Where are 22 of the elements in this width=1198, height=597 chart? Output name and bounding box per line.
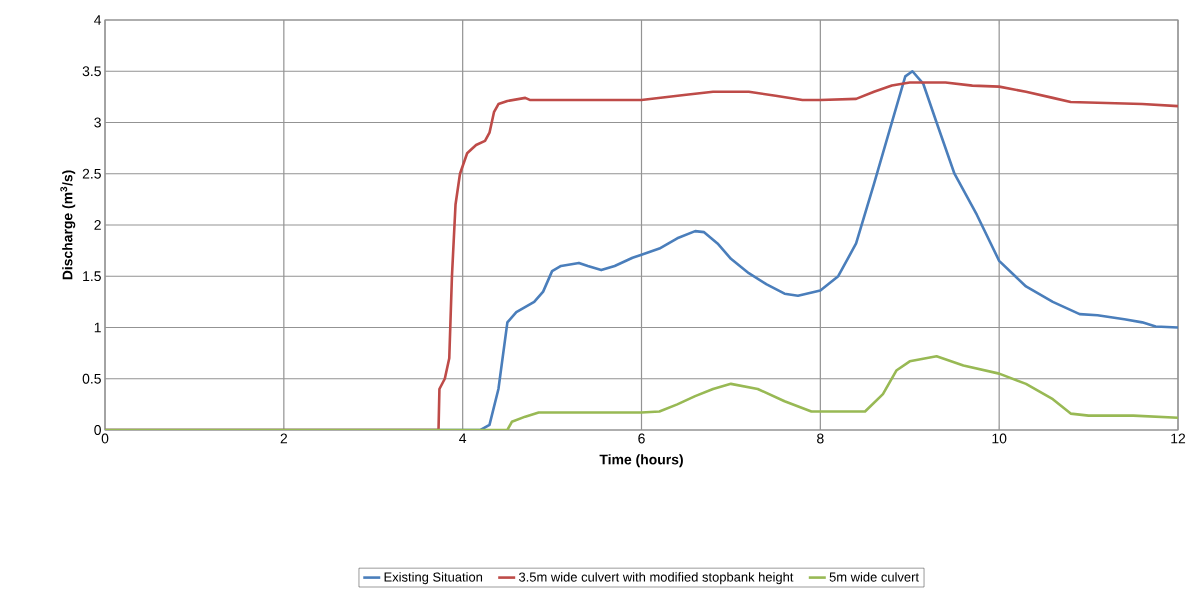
- x-tick-label: 4: [459, 433, 467, 444]
- y-tick-label: 2.5: [82, 168, 101, 179]
- x-tick-label: 0: [101, 433, 109, 444]
- y-tick-label: 2: [94, 220, 101, 230]
- x-tick-label: 6: [638, 433, 645, 444]
- y-tick-label: 1: [94, 322, 101, 333]
- y-tick-label: 3.5: [82, 66, 101, 77]
- y-tick-label: 3: [94, 117, 101, 128]
- y-tick-label: 0.5: [82, 373, 101, 384]
- y-tick-label: 4: [94, 15, 102, 25]
- x-tick-label: 12: [1171, 433, 1186, 444]
- y-tick-label: 1.5: [83, 271, 101, 282]
- legend-label: 5m wide culvert: [829, 572, 919, 582]
- line-series: [105, 354, 1178, 430]
- legend-label: Existing Situation: [384, 572, 483, 585]
- y-tick-label: 0: [94, 425, 101, 435]
- x-tick-label: 8: [817, 433, 824, 444]
- x-tick-label: 10: [992, 433, 1007, 444]
- y-axis-title: Discharge (m$^{3}$/s): [60, 170, 76, 280]
- legend-label: 3.5m wide culvert with modified stopbank height: [518, 572, 794, 585]
- x-axis-title: Time (hours): [599, 454, 683, 468]
- x-tick-label: 2: [280, 433, 288, 444]
